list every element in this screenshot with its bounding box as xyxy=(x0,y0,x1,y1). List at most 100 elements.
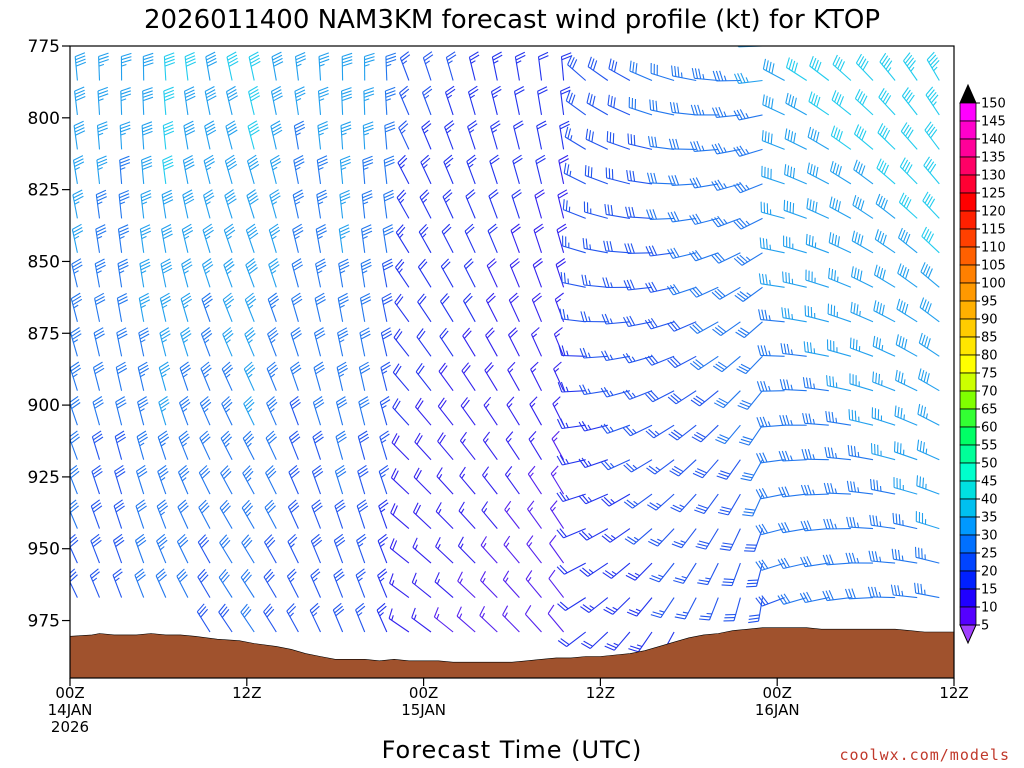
wind-barb xyxy=(362,155,374,184)
wind-barb xyxy=(583,201,608,219)
chart-title: 2026011400 NAM3KM forecast wind profile … xyxy=(144,5,880,35)
wind-barb xyxy=(719,528,741,551)
wind-barb xyxy=(871,407,896,426)
wind-barb xyxy=(733,109,763,121)
wind-barb xyxy=(578,528,609,541)
wind-barb xyxy=(359,327,371,357)
wind-barb xyxy=(414,432,432,461)
wind-barb xyxy=(625,206,653,219)
wind-barb xyxy=(437,397,454,426)
wind-barb xyxy=(829,196,852,219)
wind-barb xyxy=(777,557,807,570)
wind-barb xyxy=(872,371,896,392)
wind-barb xyxy=(201,258,214,288)
colorbar-swatch xyxy=(959,174,977,194)
x-tick-label: 00Z xyxy=(763,684,792,702)
wind-barb xyxy=(783,199,807,219)
wind-barb xyxy=(846,480,874,495)
wind-barb xyxy=(456,606,476,633)
wind-barb xyxy=(70,395,81,426)
wind-barb xyxy=(396,189,410,219)
colorbar-label: 115 xyxy=(981,223,1006,238)
wind-barb xyxy=(870,443,896,461)
wind-barb xyxy=(268,223,281,253)
wind-barb xyxy=(480,536,498,564)
wind-barb xyxy=(184,51,197,81)
colorbar-label: 15 xyxy=(981,583,998,598)
wind-barb xyxy=(699,597,719,621)
wind-barb xyxy=(855,53,874,81)
wind-barb xyxy=(557,597,586,611)
wind-barb xyxy=(269,154,282,185)
wind-barb xyxy=(832,54,852,81)
x-tick-label: 2026 xyxy=(51,718,89,736)
wind-barb xyxy=(219,499,233,529)
wind-barb xyxy=(71,223,84,253)
wind-barb xyxy=(218,569,233,598)
wind-barb xyxy=(903,52,918,81)
wind-barb xyxy=(385,52,397,81)
wind-barb xyxy=(398,85,410,116)
wind-barb xyxy=(445,51,457,81)
colorbar-swatch xyxy=(959,246,977,266)
wind-barb xyxy=(760,201,785,219)
wind-barb xyxy=(466,154,477,185)
wind-barb xyxy=(441,223,454,254)
wind-barb xyxy=(442,189,454,219)
wind-barb xyxy=(204,86,217,116)
wind-barb xyxy=(895,334,918,357)
wind-barb xyxy=(413,467,432,495)
wind-barb xyxy=(264,534,277,564)
y-tick-label: 825 xyxy=(28,181,60,201)
colorbar-label: 45 xyxy=(981,475,998,490)
wind-barb xyxy=(444,85,456,116)
wind-barb xyxy=(246,154,260,185)
wind-barb xyxy=(358,396,370,426)
wind-barb xyxy=(562,199,586,219)
wind-barb xyxy=(823,482,851,495)
credit-text[interactable]: coolwx.com/models xyxy=(839,746,1010,764)
wind-barb xyxy=(363,52,375,81)
wind-barb xyxy=(484,362,498,391)
colorbar-swatch xyxy=(959,498,977,518)
wind-barb xyxy=(243,396,255,426)
wind-barb xyxy=(338,258,350,288)
colorbar-label: 60 xyxy=(981,421,998,436)
wind-barb xyxy=(625,562,653,581)
wind-barb xyxy=(622,353,653,364)
wind-barb xyxy=(263,568,277,598)
colorbar-swatch xyxy=(959,516,977,536)
wind-barb xyxy=(112,533,125,564)
wind-barb xyxy=(181,223,194,253)
wind-barb xyxy=(920,262,940,288)
wind-barb xyxy=(72,189,84,219)
wind-barb xyxy=(141,121,153,150)
wind-barb xyxy=(582,238,608,254)
wind-barb xyxy=(363,87,375,115)
wind-barb xyxy=(823,518,851,530)
wind-barb xyxy=(383,155,395,184)
wind-barb xyxy=(914,582,940,599)
wind-barb xyxy=(622,424,653,437)
wind-barb xyxy=(70,568,78,598)
colorbar-label: 125 xyxy=(981,187,1006,202)
wind-barb xyxy=(567,54,587,81)
wind-barb xyxy=(879,52,896,81)
wind-barb xyxy=(268,258,280,288)
wind-barb xyxy=(140,189,152,219)
wind-barb xyxy=(738,424,763,446)
wind-barb xyxy=(357,464,369,495)
wind-barb xyxy=(877,123,896,150)
wind-barb xyxy=(504,500,520,529)
wind-barb xyxy=(241,534,255,564)
wind-barb xyxy=(316,189,328,219)
y-tick-label: 775 xyxy=(28,37,60,57)
wind-barb xyxy=(809,56,830,81)
wind-barb xyxy=(490,85,502,116)
wind-barb xyxy=(579,384,608,396)
wind-barb xyxy=(294,51,307,81)
wind-barb xyxy=(695,528,719,550)
wind-barb xyxy=(868,550,896,564)
colorbar-swatch xyxy=(959,444,977,464)
